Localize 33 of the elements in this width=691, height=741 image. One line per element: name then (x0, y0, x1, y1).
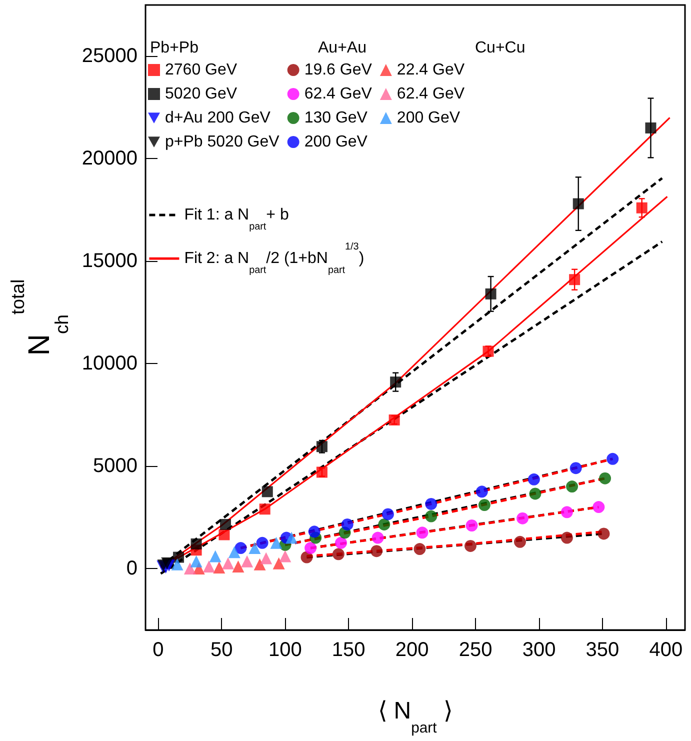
x-axis-title: ⟨ Npart ⟩ (378, 697, 452, 736)
annotation: Pb+Pb (150, 40, 199, 56)
y-tick-label: 15000 (82, 250, 138, 272)
y-tick-label: 20000 (82, 148, 138, 170)
annotation: Cu+Cu (475, 40, 526, 56)
legend-label: p+Pb 5020 GeV (165, 134, 280, 150)
legend-label: d+Au 200 GeV (165, 110, 271, 126)
text: Fit 2: a Npart/2 (1+bNpart1/3) (184, 241, 364, 276)
y-tick-label: 0 (126, 558, 138, 580)
legend-label: 130 GeV (304, 110, 368, 126)
x-tick-label: 400 (649, 639, 683, 661)
legend-label: 62.4 GeV (396, 86, 465, 102)
legend-label: 22.4 GeV (396, 62, 465, 78)
annotation: Au+Au (318, 40, 366, 56)
legend-label: 5020 GeV (165, 86, 238, 102)
x-tick-label: 350 (586, 639, 620, 661)
legend-label: 2760 GeV (165, 62, 238, 78)
x-tick-label: 250 (458, 639, 492, 661)
legend-label: 19.6 GeV (304, 62, 372, 78)
legend-label: 200 GeV (396, 110, 460, 126)
text: Nchtotal (7, 279, 72, 356)
x-tick-label: 0 (152, 639, 164, 661)
x-tick-label: 100 (268, 639, 302, 661)
x-tick-label: 300 (522, 639, 556, 661)
y-tick-label: 25000 (82, 45, 138, 68)
x-tick-label: 50 (210, 639, 233, 661)
y-tick-label: 10000 (82, 352, 138, 375)
legend-label: 62.4 GeV (304, 86, 372, 102)
x-tick-label: 150 (332, 639, 366, 661)
y-tick-label: 5000 (93, 455, 138, 478)
legend-label: 200 GeV (304, 134, 368, 150)
legend-label: Fit 1: a Npart+ b (184, 206, 289, 232)
x-tick-label: 200 (395, 639, 429, 661)
